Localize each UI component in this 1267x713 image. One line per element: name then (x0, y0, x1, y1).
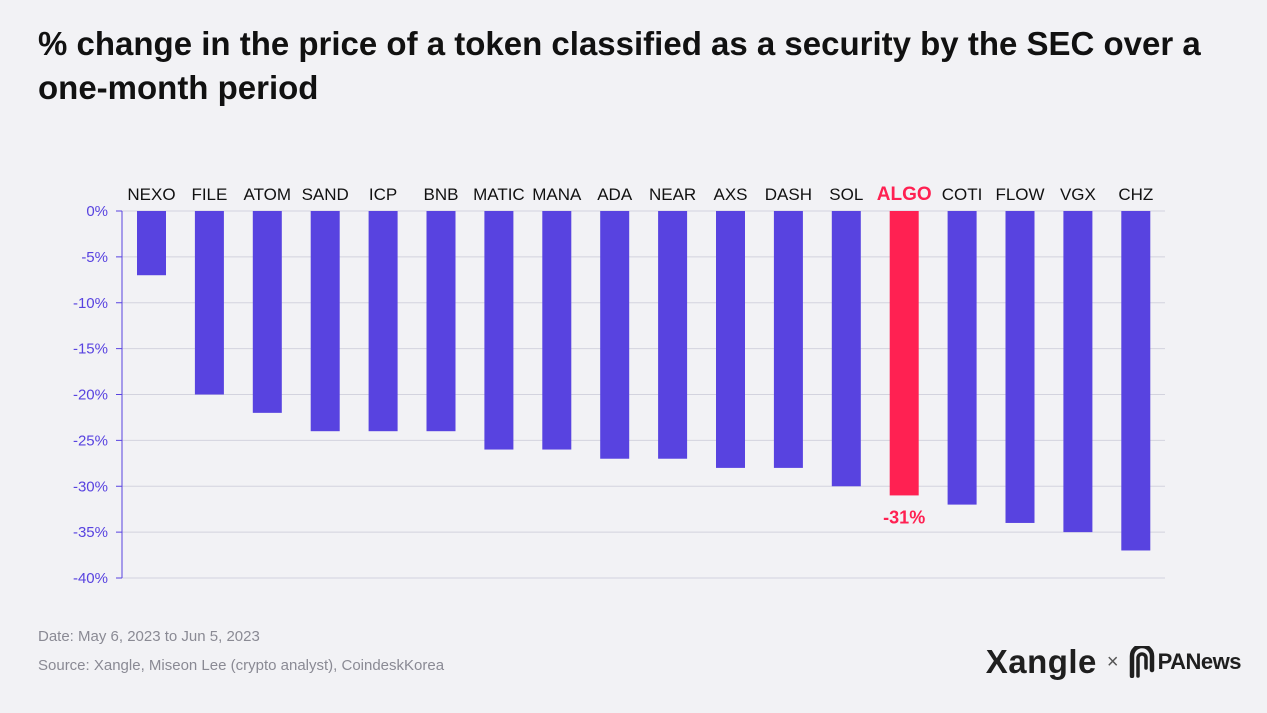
bar-chz (1121, 211, 1151, 551)
y-tick-label: -30% (73, 478, 108, 495)
bar-icp (368, 211, 398, 432)
y-tick-label: -5% (81, 249, 108, 266)
date-note: Date: May 6, 2023 to Jun 5, 2023 (38, 628, 260, 645)
y-tick-label: -25% (73, 432, 108, 449)
x-category-label: BNB (424, 185, 459, 204)
source-note: Source: Xangle, Miseon Lee (crypto analy… (38, 657, 445, 674)
x-category-label: NEAR (649, 185, 696, 204)
bar-file (194, 211, 224, 395)
x-category-label: SAND (302, 185, 349, 204)
bar-sand (310, 211, 340, 432)
bar-ada (600, 211, 630, 459)
x-category-label: FLOW (995, 185, 1044, 204)
x-category-label: ATOM (244, 185, 292, 204)
bar-matic (484, 211, 514, 450)
bar-axs (716, 211, 745, 468)
x-category-label: CHZ (1118, 185, 1153, 204)
x-category-label: ICP (369, 185, 397, 204)
x-category-label: ALGO (877, 184, 932, 205)
x-category-label: MANA (532, 185, 582, 204)
bar-atom (252, 211, 282, 413)
x-category-label: DASH (765, 185, 812, 204)
panews-logo: PANews (1129, 646, 1242, 678)
x-category-label: AXS (713, 185, 747, 204)
panews-text: PANews (1157, 649, 1242, 674)
x-category-label: COTI (942, 185, 983, 204)
chart-title: % change in the price of a token classif… (38, 25, 1201, 106)
bar-flow (1005, 211, 1035, 523)
bar-nexo (137, 211, 166, 276)
bar-dash (773, 211, 803, 468)
times-symbol: × (1106, 650, 1119, 673)
bar-bnb (426, 211, 456, 432)
x-category-label: SOL (829, 185, 863, 204)
bar-sol (831, 211, 861, 487)
bar-near (658, 211, 688, 459)
xangle-logo: Xangle (985, 643, 1097, 680)
data-label-highlight: -31% (883, 507, 925, 527)
bar-vgx (1063, 211, 1093, 533)
x-category-label: MATIC (473, 185, 525, 204)
x-category-label: VGX (1060, 185, 1096, 204)
panews-icon (1129, 646, 1154, 678)
y-tick-label: -40% (73, 570, 108, 587)
bar-algo (889, 211, 919, 496)
x-category-label: NEXO (127, 185, 175, 204)
bar-mana (542, 211, 572, 450)
x-category-label: FILE (191, 185, 227, 204)
bar-coti (947, 211, 977, 505)
logos: Xangle × PANews (985, 640, 1242, 684)
x-category-label: ADA (597, 185, 633, 204)
y-tick-label: -20% (73, 387, 108, 404)
y-tick-label: -15% (73, 341, 108, 358)
y-tick-label: -35% (73, 524, 108, 541)
y-tick-label: -10% (73, 295, 108, 312)
y-tick-label: 0% (86, 203, 108, 220)
